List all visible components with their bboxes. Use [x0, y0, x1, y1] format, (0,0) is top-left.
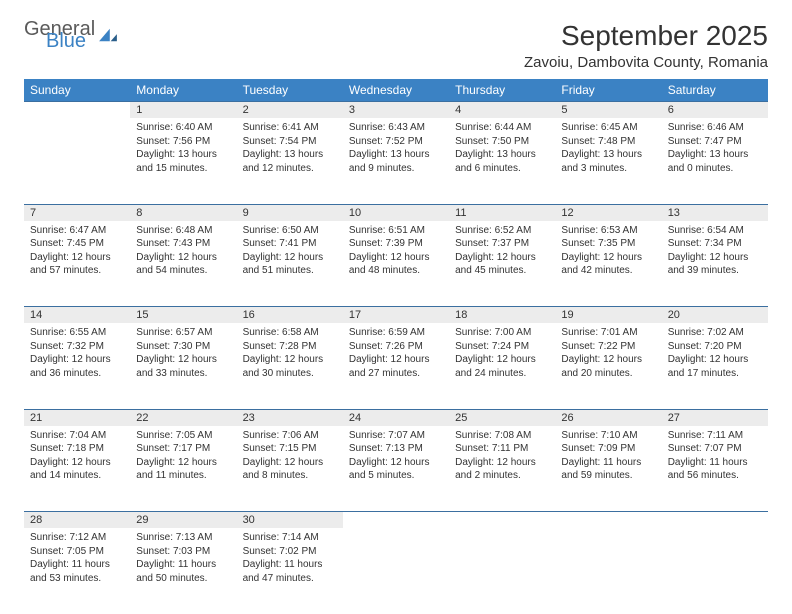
day-content-cell: Sunrise: 6:46 AMSunset: 7:47 PMDaylight:…	[662, 118, 768, 204]
day-content-row: Sunrise: 6:47 AMSunset: 7:45 PMDaylight:…	[24, 221, 768, 307]
day-content-cell: Sunrise: 6:40 AMSunset: 7:56 PMDaylight:…	[130, 118, 236, 204]
day-number-cell: 19	[555, 307, 661, 324]
day-content-cell: Sunrise: 7:14 AMSunset: 7:02 PMDaylight:…	[237, 528, 343, 614]
day-number-cell: 28	[24, 512, 130, 529]
day-number-cell: 4	[449, 102, 555, 119]
day-number-cell	[343, 512, 449, 529]
day-content-cell: Sunrise: 7:11 AMSunset: 7:07 PMDaylight:…	[662, 426, 768, 512]
weekday-header: Tuesday	[237, 79, 343, 102]
day-number-cell: 1	[130, 102, 236, 119]
day-content-cell: Sunrise: 6:58 AMSunset: 7:28 PMDaylight:…	[237, 323, 343, 409]
day-number-cell: 30	[237, 512, 343, 529]
logo-sail-icon	[97, 27, 119, 43]
weekday-header: Friday	[555, 79, 661, 102]
day-content-cell: Sunrise: 6:51 AMSunset: 7:39 PMDaylight:…	[343, 221, 449, 307]
day-content-cell	[343, 528, 449, 614]
day-number-row: 123456	[24, 102, 768, 119]
day-number-cell	[24, 102, 130, 119]
day-number-cell: 10	[343, 204, 449, 221]
day-number-cell: 13	[662, 204, 768, 221]
day-number-cell: 18	[449, 307, 555, 324]
day-content-cell: Sunrise: 6:50 AMSunset: 7:41 PMDaylight:…	[237, 221, 343, 307]
day-content-cell: Sunrise: 7:13 AMSunset: 7:03 PMDaylight:…	[130, 528, 236, 614]
day-content-cell: Sunrise: 6:41 AMSunset: 7:54 PMDaylight:…	[237, 118, 343, 204]
location: Zavoiu, Dambovita County, Romania	[524, 54, 768, 71]
day-number-cell: 7	[24, 204, 130, 221]
day-number-cell: 20	[662, 307, 768, 324]
day-number-cell: 6	[662, 102, 768, 119]
day-number-cell	[449, 512, 555, 529]
day-content-cell	[662, 528, 768, 614]
day-number-cell: 21	[24, 409, 130, 426]
day-content-cell	[24, 118, 130, 204]
day-number-cell	[555, 512, 661, 529]
weekday-header: Thursday	[449, 79, 555, 102]
day-content-cell: Sunrise: 7:08 AMSunset: 7:11 PMDaylight:…	[449, 426, 555, 512]
day-number-cell: 27	[662, 409, 768, 426]
day-number-cell: 5	[555, 102, 661, 119]
day-content-cell: Sunrise: 7:04 AMSunset: 7:18 PMDaylight:…	[24, 426, 130, 512]
title-block: September 2025 Zavoiu, Dambovita County,…	[524, 20, 768, 71]
day-content-cell	[555, 528, 661, 614]
day-content-cell	[449, 528, 555, 614]
logo: General Blue	[24, 20, 119, 50]
day-content-cell: Sunrise: 6:57 AMSunset: 7:30 PMDaylight:…	[130, 323, 236, 409]
day-content-row: Sunrise: 7:12 AMSunset: 7:05 PMDaylight:…	[24, 528, 768, 614]
day-content-cell: Sunrise: 7:07 AMSunset: 7:13 PMDaylight:…	[343, 426, 449, 512]
day-content-cell: Sunrise: 7:12 AMSunset: 7:05 PMDaylight:…	[24, 528, 130, 614]
day-number-cell: 3	[343, 102, 449, 119]
day-number-cell: 26	[555, 409, 661, 426]
weekday-header: Sunday	[24, 79, 130, 102]
day-number-row: 21222324252627	[24, 409, 768, 426]
day-content-cell: Sunrise: 7:05 AMSunset: 7:17 PMDaylight:…	[130, 426, 236, 512]
day-number-cell: 22	[130, 409, 236, 426]
day-content-cell: Sunrise: 6:47 AMSunset: 7:45 PMDaylight:…	[24, 221, 130, 307]
day-number-row: 282930	[24, 512, 768, 529]
day-number-cell: 11	[449, 204, 555, 221]
day-number-cell: 17	[343, 307, 449, 324]
day-number-row: 14151617181920	[24, 307, 768, 324]
day-content-cell: Sunrise: 6:54 AMSunset: 7:34 PMDaylight:…	[662, 221, 768, 307]
day-content-cell: Sunrise: 6:43 AMSunset: 7:52 PMDaylight:…	[343, 118, 449, 204]
day-number-cell	[662, 512, 768, 529]
day-content-row: Sunrise: 7:04 AMSunset: 7:18 PMDaylight:…	[24, 426, 768, 512]
day-content-cell: Sunrise: 7:01 AMSunset: 7:22 PMDaylight:…	[555, 323, 661, 409]
day-number-cell: 23	[237, 409, 343, 426]
day-content-row: Sunrise: 6:55 AMSunset: 7:32 PMDaylight:…	[24, 323, 768, 409]
day-number-cell: 15	[130, 307, 236, 324]
day-content-cell: Sunrise: 7:02 AMSunset: 7:20 PMDaylight:…	[662, 323, 768, 409]
day-number-cell: 14	[24, 307, 130, 324]
day-content-cell: Sunrise: 7:00 AMSunset: 7:24 PMDaylight:…	[449, 323, 555, 409]
day-content-cell: Sunrise: 6:45 AMSunset: 7:48 PMDaylight:…	[555, 118, 661, 204]
logo-text-blue: Blue	[46, 32, 95, 50]
day-number-cell: 12	[555, 204, 661, 221]
day-number-cell: 24	[343, 409, 449, 426]
weekday-header: Saturday	[662, 79, 768, 102]
day-content-cell: Sunrise: 7:06 AMSunset: 7:15 PMDaylight:…	[237, 426, 343, 512]
calendar-table: SundayMondayTuesdayWednesdayThursdayFrid…	[24, 79, 768, 614]
day-content-cell: Sunrise: 6:44 AMSunset: 7:50 PMDaylight:…	[449, 118, 555, 204]
day-content-cell: Sunrise: 6:52 AMSunset: 7:37 PMDaylight:…	[449, 221, 555, 307]
day-number-cell: 25	[449, 409, 555, 426]
weekday-header-row: SundayMondayTuesdayWednesdayThursdayFrid…	[24, 79, 768, 102]
day-number-row: 78910111213	[24, 204, 768, 221]
day-number-cell: 2	[237, 102, 343, 119]
header: General Blue September 2025 Zavoiu, Damb…	[24, 20, 768, 71]
weekday-header: Monday	[130, 79, 236, 102]
day-number-cell: 9	[237, 204, 343, 221]
day-number-cell: 29	[130, 512, 236, 529]
day-content-cell: Sunrise: 6:48 AMSunset: 7:43 PMDaylight:…	[130, 221, 236, 307]
weekday-header: Wednesday	[343, 79, 449, 102]
day-content-cell: Sunrise: 6:59 AMSunset: 7:26 PMDaylight:…	[343, 323, 449, 409]
month-title: September 2025	[524, 20, 768, 52]
day-content-cell: Sunrise: 6:53 AMSunset: 7:35 PMDaylight:…	[555, 221, 661, 307]
day-content-cell: Sunrise: 6:55 AMSunset: 7:32 PMDaylight:…	[24, 323, 130, 409]
day-number-cell: 16	[237, 307, 343, 324]
day-number-cell: 8	[130, 204, 236, 221]
day-content-cell: Sunrise: 7:10 AMSunset: 7:09 PMDaylight:…	[555, 426, 661, 512]
day-content-row: Sunrise: 6:40 AMSunset: 7:56 PMDaylight:…	[24, 118, 768, 204]
